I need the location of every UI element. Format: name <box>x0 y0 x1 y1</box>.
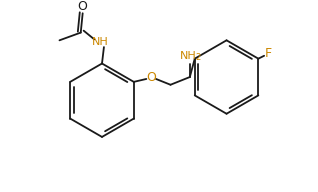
Text: NH: NH <box>92 37 108 47</box>
Text: O: O <box>146 70 156 84</box>
Text: 2: 2 <box>195 53 200 62</box>
Text: NH: NH <box>180 51 196 61</box>
Text: F: F <box>265 47 272 60</box>
Text: O: O <box>78 0 88 13</box>
